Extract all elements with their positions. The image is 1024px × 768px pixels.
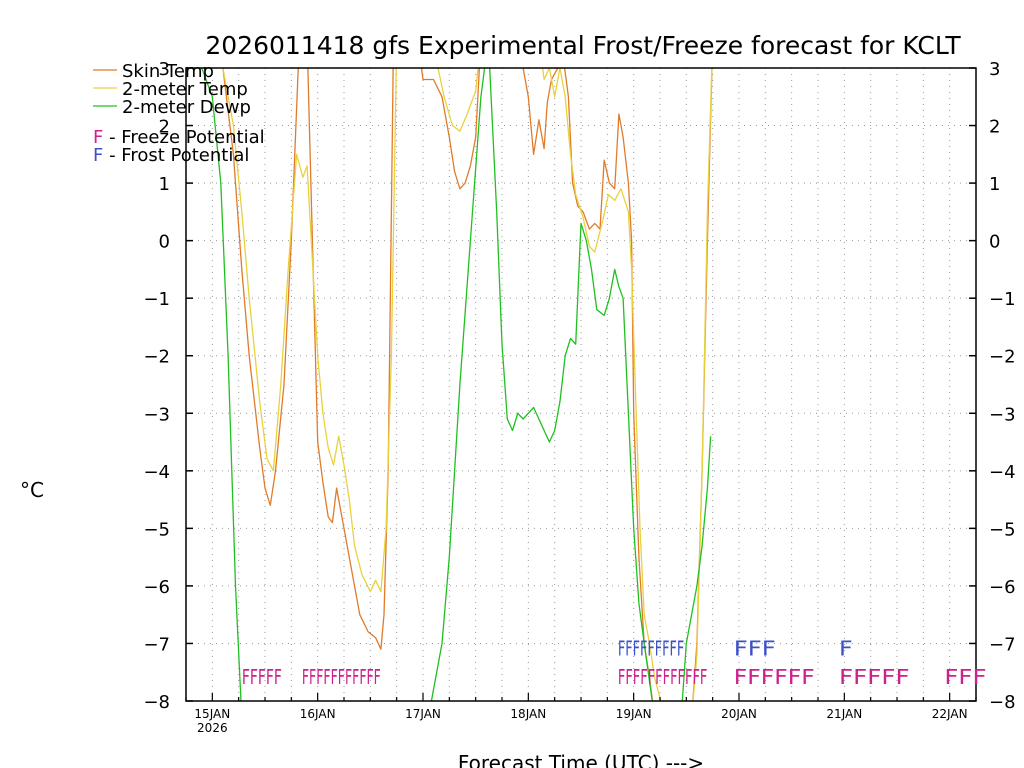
legend-label: Skin Temp bbox=[122, 61, 214, 82]
y-tick-label-left: −5 bbox=[143, 519, 170, 540]
y-axis-label: °C bbox=[20, 478, 44, 502]
legend-flag-text: - Freeze Potential bbox=[103, 127, 264, 148]
y-tick-label-left: −2 bbox=[143, 347, 170, 368]
legend-flag-entry: F - Frost Potential bbox=[93, 145, 249, 166]
series-layer bbox=[186, 68, 713, 701]
y-tick-label-left: 2 bbox=[159, 117, 170, 138]
legend-label: 2-meter Dewp bbox=[122, 97, 251, 118]
y-axis-left: 3 2 1 0 −1 −2 −3 −4 −5 −6 −7 −8 bbox=[143, 59, 193, 713]
y-tick-label-left: 0 bbox=[159, 232, 170, 253]
frost-potential-marker: F bbox=[839, 636, 853, 660]
potential-flags: FFFFF FFFFFFFFFFF FFFFFFFFFFFF FFFFFF FFFFF F… bbox=[242, 636, 987, 689]
series-line-skin-temp bbox=[222, 68, 713, 701]
series-line-2-meter-dewp bbox=[186, 68, 712, 701]
legend-flag-entry: F - Freeze Potential bbox=[93, 127, 265, 148]
y-tick-label-left: −6 bbox=[143, 577, 170, 598]
x-tick-sublabel: 2026 bbox=[197, 721, 228, 735]
x-tick-label: 17JAN bbox=[405, 707, 441, 721]
x-tick-label: 21JAN bbox=[826, 707, 862, 721]
legend-label: 2-meter Temp bbox=[122, 79, 248, 100]
legend-flag-letter: F bbox=[93, 145, 103, 166]
x-tick-label: 18JAN bbox=[510, 707, 546, 721]
freeze-potential-marker: FFF bbox=[944, 665, 986, 689]
y-tick-label-left: 3 bbox=[159, 59, 170, 80]
y-tick-label-right: −4 bbox=[989, 462, 1016, 483]
plot-frame bbox=[185, 67, 977, 702]
freeze-potential-marker: FFFFFF bbox=[734, 665, 815, 689]
series-line-2-meter-temp bbox=[222, 68, 713, 701]
x-tick-label: 19JAN bbox=[616, 707, 652, 721]
y-tick-label-right: 1 bbox=[989, 174, 1000, 195]
x-axis-label: Forecast Time (UTC) ---> bbox=[458, 751, 704, 768]
y-tick-label-left: 1 bbox=[159, 174, 170, 195]
y-tick-label-right: −7 bbox=[989, 634, 1016, 655]
y-tick-label-right: 0 bbox=[989, 232, 1000, 253]
y-tick-label-left: −7 bbox=[143, 634, 170, 655]
y-tick-label-right: −5 bbox=[989, 519, 1016, 540]
y-tick-label-left: −4 bbox=[143, 462, 170, 483]
y-tick-label-left: −3 bbox=[143, 404, 170, 425]
freeze-potential-marker: FFFFFFFFFFF bbox=[302, 665, 381, 689]
y-tick-label-right: −6 bbox=[989, 577, 1016, 598]
grid-lines bbox=[186, 68, 976, 701]
y-tick-label-right: 2 bbox=[989, 117, 1000, 138]
x-tick-label: 15JAN bbox=[194, 707, 230, 721]
frost-potential-marker: FFF bbox=[734, 636, 776, 660]
y-tick-label-right: −3 bbox=[989, 404, 1016, 425]
legend-flag-letter: F bbox=[93, 127, 103, 148]
freeze-potential-marker: FFFFF bbox=[839, 665, 910, 689]
y-tick-label-right: −8 bbox=[989, 692, 1016, 713]
y-tick-label-right: −1 bbox=[989, 289, 1016, 310]
x-tick-label: 22JAN bbox=[932, 707, 968, 721]
y-tick-label-left: −1 bbox=[143, 289, 170, 310]
freeze-potential-marker: FFFFF bbox=[242, 665, 282, 689]
frost-potential-marker: FFFFFFFFF bbox=[618, 636, 684, 660]
y-tick-label-right: −2 bbox=[989, 347, 1016, 368]
legend-flag-text: - Frost Potential bbox=[103, 145, 249, 166]
x-tick-label: 16JAN bbox=[300, 707, 336, 721]
x-tick-label: 20JAN bbox=[721, 707, 757, 721]
chart-title: 2026011418 gfs Experimental Frost/Freeze… bbox=[205, 31, 961, 60]
y-tick-label-left: −8 bbox=[143, 692, 170, 713]
y-tick-label-right: 3 bbox=[989, 59, 1000, 80]
freeze-potential-marker: FFFFFFFFFFFF bbox=[618, 665, 708, 689]
y-axis-right: 3 2 1 0 −1 −2 −3 −4 −5 −6 −7 −8 bbox=[969, 59, 1016, 713]
